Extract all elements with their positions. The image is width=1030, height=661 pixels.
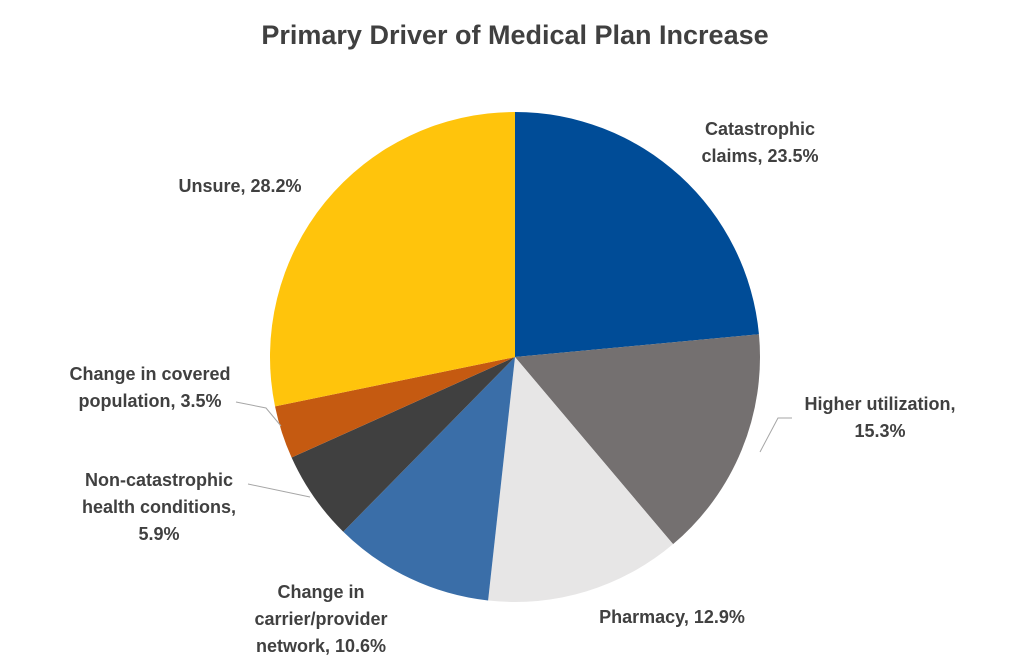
slice-label-line: Change in covered [69, 364, 230, 384]
leader-line-higher-utilization [759, 417, 792, 453]
slice-label-line: health conditions, [82, 497, 236, 517]
chart-title: Primary Driver of Medical Plan Increase [261, 20, 768, 50]
slice-label-line: Pharmacy, 12.9% [599, 607, 745, 627]
pie-slice-non-catastrophic-health-conditions [291, 357, 515, 532]
slice-label-catastrophic-claims: Catastrophic claims, 23.5% [701, 119, 818, 166]
slice-label-higher-utilization: Higher utilization, 15.3% [805, 394, 956, 441]
slice-label-line: Catastrophic [705, 119, 815, 139]
slice-label-non-catastrophic-health-conditions: Non-catastrophic health conditions, 5.9% [82, 470, 236, 544]
pie-slice-change-in-covered-population [275, 357, 515, 458]
slice-label-line: carrier/provider [254, 609, 387, 629]
slice-label-change-in-carrier-provider-network: Change in carrier/provider network, 10.6% [254, 582, 387, 656]
leader-lines [235, 401, 792, 498]
leader-line-change-in-covered-population [235, 401, 282, 427]
pie-slice-pharmacy [488, 357, 674, 603]
slice-label-line: 5.9% [138, 524, 179, 544]
pie-slice-catastrophic-claims [515, 112, 759, 357]
slice-label-line: population, 3.5% [78, 391, 221, 411]
slice-label-line: Unsure, 28.2% [178, 176, 301, 196]
pie-slice-change-in-carrier-provider-network [343, 357, 515, 601]
slice-label-pharmacy: Pharmacy, 12.9% [599, 607, 745, 627]
slice-label-line: Change in [277, 582, 364, 602]
slice-label-change-in-covered-population: Change in covered population, 3.5% [69, 364, 230, 411]
slice-label-line: 15.3% [854, 421, 905, 441]
slice-label-line: claims, 23.5% [701, 146, 818, 166]
slice-labels: Catastrophic claims, 23.5% Higher utilizat… [69, 119, 955, 656]
slice-label-line: Higher utilization, [805, 394, 956, 414]
pie-slice-unsure [269, 111, 515, 407]
pie-slice-higher-utilization [515, 334, 761, 545]
pie-slices [269, 111, 761, 603]
slice-label-line: network, 10.6% [256, 636, 386, 656]
slice-label-unsure: Unsure, 28.2% [178, 176, 301, 196]
slice-label-line: Non-catastrophic [85, 470, 233, 490]
leader-line-non-catastrophic-health-conditions [247, 483, 311, 498]
